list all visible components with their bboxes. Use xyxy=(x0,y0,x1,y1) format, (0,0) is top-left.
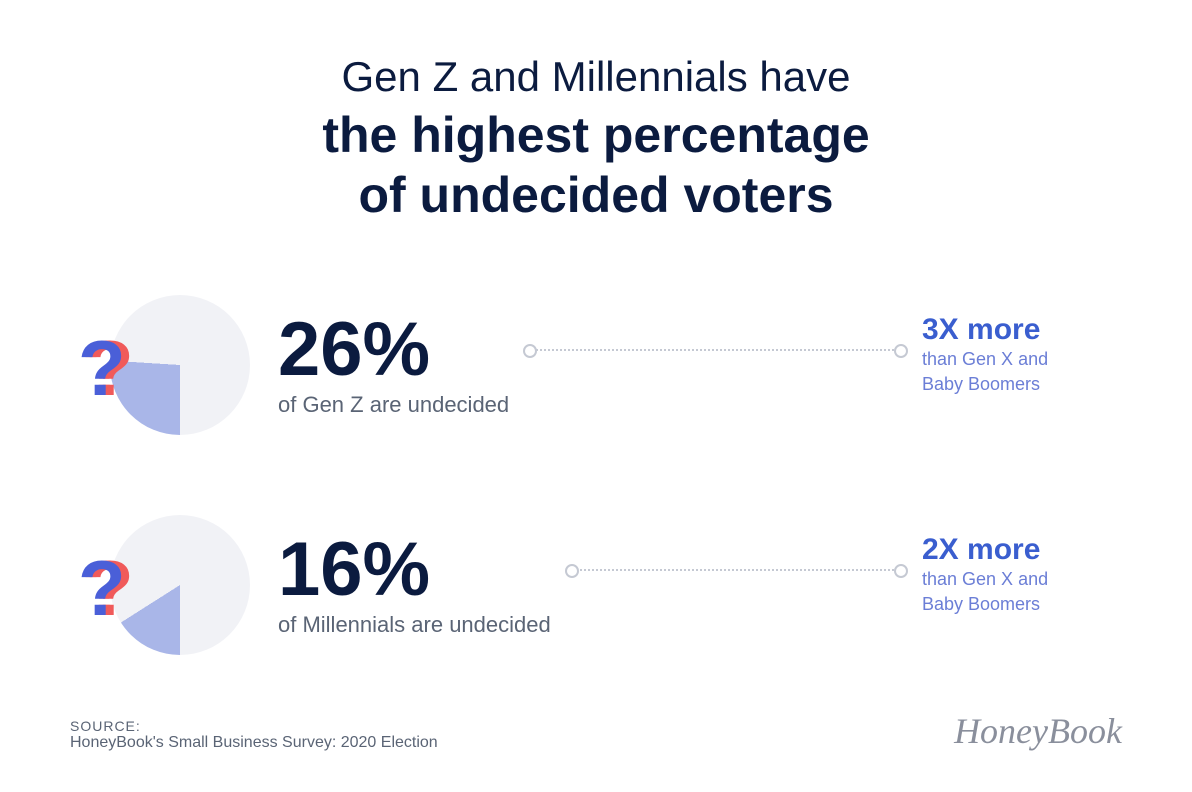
percentage-block-genz: 26% of Gen Z are undecided xyxy=(278,312,509,418)
percentage-block-millennials: 16% of Millennials are undecided xyxy=(278,532,551,638)
comparison-block-millennials: 2X more than Gen X and Baby Boomers xyxy=(922,533,1122,617)
comparison-headline: 2X more xyxy=(922,533,1122,566)
pie-chart-genz: ? ? ? xyxy=(110,295,250,435)
stat-row-genz: ? ? ? 26% of Gen Z are undecided 3X more… xyxy=(110,295,1122,435)
comparison-block-genz: 3X more than Gen X and Baby Boomers xyxy=(922,313,1122,397)
title-line-3: of undecided voters xyxy=(150,165,1042,225)
stat-row-millennials: ? ? ? 16% of Millennials are undecided 2… xyxy=(110,515,1122,655)
title-line-2: the highest percentage xyxy=(150,105,1042,165)
percentage-sub: of Gen Z are undecided xyxy=(278,392,509,418)
title-block: Gen Z and Millennials have the highest p… xyxy=(70,50,1122,225)
title-line-1: Gen Z and Millennials have xyxy=(150,50,1042,105)
connector-line xyxy=(571,569,902,571)
stats-container: ? ? ? 26% of Gen Z are undecided 3X more… xyxy=(70,295,1122,655)
percentage-value: 26% xyxy=(278,312,509,388)
comparison-sub-1: than Gen X and xyxy=(922,348,1122,371)
source-label: SOURCE: xyxy=(70,718,438,734)
honeybook-logo: HoneyBook xyxy=(954,710,1122,752)
source-text: HoneyBook's Small Business Survey: 2020 … xyxy=(70,734,438,752)
comparison-sub-2: Baby Boomers xyxy=(922,373,1122,396)
comparison-sub-2: Baby Boomers xyxy=(922,593,1122,616)
percentage-value: 16% xyxy=(278,532,551,608)
connector-line xyxy=(529,349,902,351)
percentage-sub: of Millennials are undecided xyxy=(278,612,551,638)
source-block: SOURCE: HoneyBook's Small Business Surve… xyxy=(70,718,438,752)
comparison-sub-1: than Gen X and xyxy=(922,568,1122,591)
pie-chart-millennials: ? ? ? xyxy=(110,515,250,655)
comparison-headline: 3X more xyxy=(922,313,1122,346)
